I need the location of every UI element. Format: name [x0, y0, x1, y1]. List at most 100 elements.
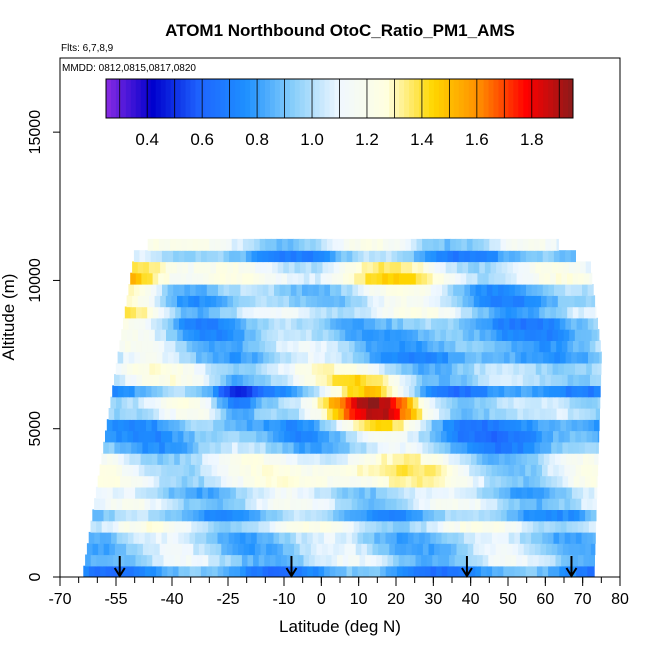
heatmap-cell	[402, 498, 409, 510]
heatmap-cell	[339, 261, 346, 274]
heatmap-cell	[145, 317, 152, 330]
heatmap-cell	[368, 430, 375, 443]
heatmap-cell	[331, 554, 338, 567]
heatmap-cell	[547, 362, 554, 375]
heatmap-cell	[571, 351, 578, 364]
heatmap-cell	[101, 486, 108, 499]
heatmap-cell	[480, 565, 488, 577]
heatmap-cell	[294, 543, 301, 556]
heatmap-cell	[281, 272, 288, 285]
heatmap-cell	[142, 509, 149, 522]
heatmap-cell	[215, 441, 222, 454]
heatmap-cell	[389, 543, 396, 556]
heatmap-cell	[334, 396, 341, 409]
heatmap-cell	[149, 430, 156, 443]
heatmap-cell	[425, 250, 432, 263]
heatmap-cell	[268, 317, 275, 330]
heatmap-cell	[381, 453, 388, 465]
colorbar-swatch	[225, 79, 231, 118]
heatmap-cell	[585, 509, 592, 522]
heatmap-cell	[165, 543, 172, 556]
heatmap-cell	[195, 250, 202, 263]
heatmap-cell	[411, 509, 418, 522]
heatmap-cell	[380, 250, 387, 263]
heatmap-cell	[515, 453, 522, 465]
heatmap-cell	[515, 419, 522, 432]
heatmap-cell	[562, 475, 569, 488]
heatmap-cell	[350, 543, 357, 556]
heatmap-cell	[171, 362, 178, 375]
heatmap-cell	[384, 329, 391, 341]
heatmap-cell	[354, 306, 361, 319]
x-tick-label: 80	[611, 591, 629, 608]
heatmap-cell	[310, 408, 317, 420]
heatmap-cell	[151, 317, 158, 330]
heatmap-cell	[391, 284, 398, 296]
heatmap-cell	[560, 486, 567, 499]
heatmap-cell	[377, 408, 384, 420]
heatmap-cell	[149, 362, 156, 375]
heatmap-cell	[575, 430, 582, 443]
heatmap-cell	[435, 531, 443, 544]
heatmap-cell	[269, 554, 277, 567]
heatmap-cell	[230, 486, 237, 499]
heatmap-cell	[320, 554, 327, 567]
heatmap-cell	[139, 531, 146, 544]
heatmap-cell	[454, 554, 461, 567]
heatmap-cell	[275, 272, 282, 285]
heatmap-cell	[476, 419, 483, 432]
heatmap-cell	[131, 475, 138, 488]
heatmap-cell	[403, 351, 410, 364]
heatmap-cell	[521, 419, 528, 432]
heatmap-cell	[565, 250, 572, 263]
heatmap-cell	[552, 295, 559, 308]
heatmap-cell	[247, 554, 254, 567]
heatmap-cell	[491, 430, 498, 443]
heatmap-cell	[210, 261, 217, 274]
heatmap-cell	[85, 554, 92, 567]
colorbar-swatch	[533, 79, 539, 118]
heatmap-cell	[351, 531, 359, 544]
heatmap-cell	[435, 464, 442, 477]
heatmap-cell	[210, 543, 217, 556]
heatmap-cell	[371, 374, 378, 386]
heatmap-cell	[515, 385, 522, 398]
heatmap-cell	[493, 486, 500, 499]
heatmap-cell	[584, 408, 591, 420]
heatmap-cell	[305, 295, 312, 308]
heatmap-cell	[352, 250, 359, 263]
heatmap-cell	[235, 419, 242, 432]
heatmap-cell	[489, 475, 496, 488]
heatmap-cell	[362, 396, 369, 409]
heatmap-cell	[407, 396, 414, 409]
heatmap-cell	[377, 475, 384, 488]
heatmap-cell	[316, 509, 323, 522]
heatmap-cell	[192, 340, 199, 353]
heatmap-cell	[273, 464, 280, 477]
heatmap-cell	[106, 419, 113, 432]
colorbar-swatch	[210, 79, 216, 118]
heatmap-cell	[187, 543, 194, 556]
colorbar-swatch	[260, 79, 266, 118]
heatmap-cell	[298, 340, 305, 353]
heatmap-cell	[403, 486, 411, 499]
heatmap-cell	[160, 362, 167, 375]
colorbar-swatch	[130, 79, 137, 118]
heatmap-cell	[561, 306, 568, 319]
colorbar-tick-label: 0.4	[135, 130, 159, 149]
heatmap-cell	[228, 498, 235, 510]
heatmap-cell	[468, 329, 475, 341]
heatmap-cell	[129, 385, 136, 398]
heatmap-cell	[455, 340, 462, 353]
heatmap-cell	[392, 385, 399, 398]
heatmap-cell	[174, 419, 181, 432]
heatmap-cell	[385, 531, 392, 544]
heatmap-cell	[214, 374, 221, 386]
colorbar-swatch	[160, 79, 167, 118]
heatmap-cell	[157, 385, 164, 398]
heatmap-cell	[169, 554, 176, 567]
colorbar-swatch	[145, 79, 152, 118]
heatmap-cell	[332, 306, 339, 319]
y-tick-label: 15000	[27, 110, 44, 155]
heatmap-cell	[370, 419, 377, 432]
